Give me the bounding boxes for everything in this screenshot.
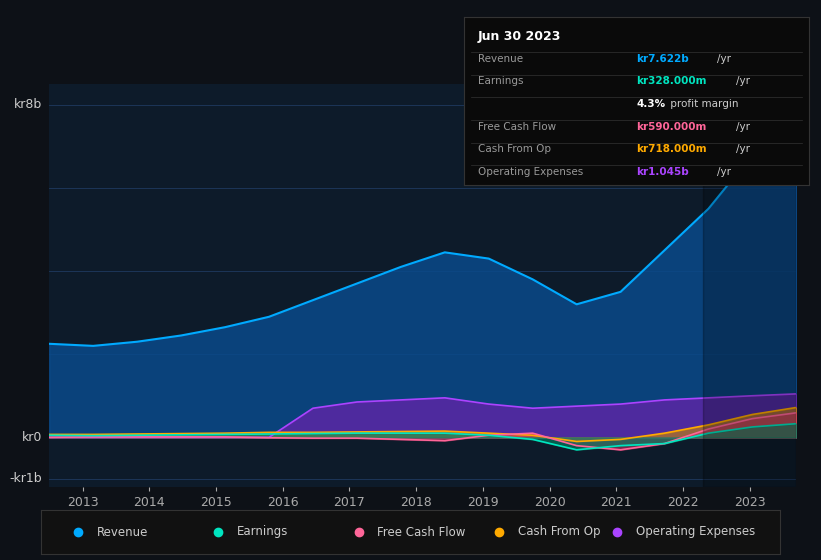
Text: Free Cash Flow: Free Cash Flow [378, 525, 466, 539]
Text: -kr1b: -kr1b [9, 473, 42, 486]
Text: Cash From Op: Cash From Op [518, 525, 600, 539]
Text: Jun 30 2023: Jun 30 2023 [478, 30, 561, 43]
Text: Earnings: Earnings [237, 525, 288, 539]
Text: 4.3%: 4.3% [636, 99, 665, 109]
Text: kr7.622b: kr7.622b [636, 54, 689, 64]
Text: /yr: /yr [717, 167, 731, 177]
Text: Revenue: Revenue [478, 54, 523, 64]
Text: Cash From Op: Cash From Op [478, 144, 551, 155]
Text: profit margin: profit margin [667, 99, 739, 109]
Text: /yr: /yr [717, 54, 731, 64]
Text: /yr: /yr [736, 144, 750, 155]
Text: Operating Expenses: Operating Expenses [478, 167, 583, 177]
Text: /yr: /yr [736, 77, 750, 86]
Text: Operating Expenses: Operating Expenses [636, 525, 755, 539]
Text: Revenue: Revenue [97, 525, 148, 539]
Text: kr590.000m: kr590.000m [636, 122, 707, 132]
Text: kr8b: kr8b [13, 99, 42, 111]
Text: kr328.000m: kr328.000m [636, 77, 707, 86]
Text: kr718.000m: kr718.000m [636, 144, 707, 155]
Text: Earnings: Earnings [478, 77, 523, 86]
Text: /yr: /yr [736, 122, 750, 132]
Text: Free Cash Flow: Free Cash Flow [478, 122, 556, 132]
Bar [703, 84, 796, 487]
Text: kr1.045b: kr1.045b [636, 167, 689, 177]
Text: kr0: kr0 [21, 431, 42, 444]
